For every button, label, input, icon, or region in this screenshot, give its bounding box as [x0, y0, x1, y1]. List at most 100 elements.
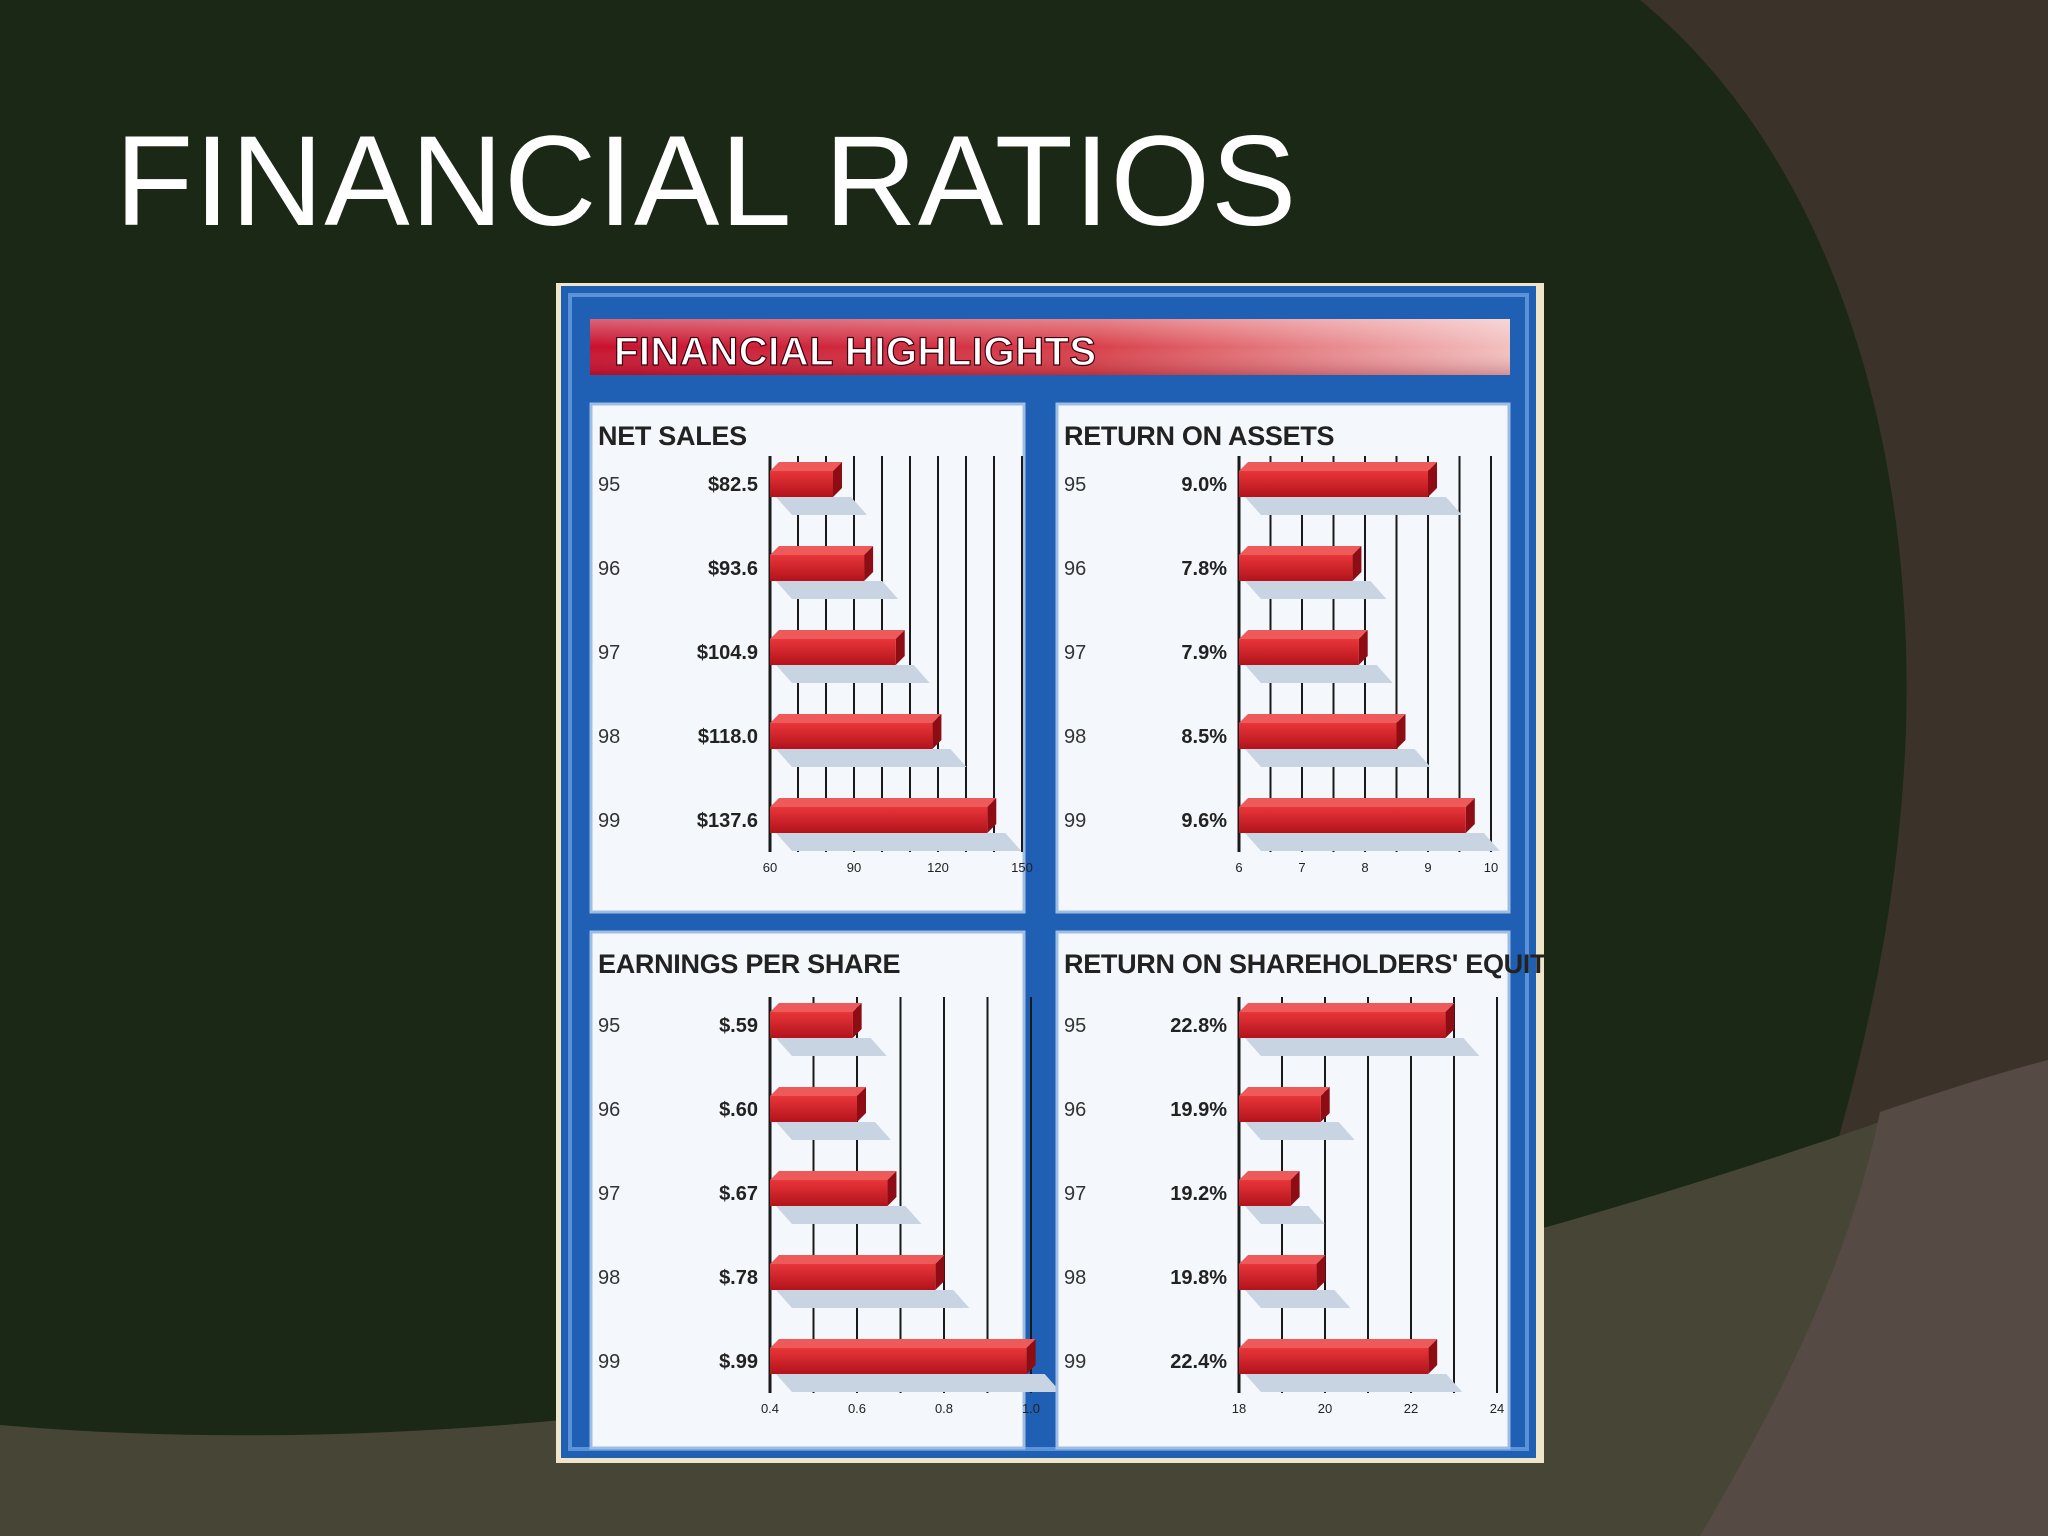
- net-sales-bar-end: [987, 798, 997, 833]
- return-on-assets-value-label: 7.8%: [1181, 558, 1227, 580]
- earnings-per-share-value-label: $.99: [719, 1351, 758, 1373]
- return-on-assets-value-label: 8.5%: [1181, 726, 1227, 748]
- return-on-assets-year-label: 96: [1064, 558, 1086, 580]
- earnings-per-share-bar-end: [887, 1171, 897, 1206]
- net-sales-bar-shadow: [776, 581, 899, 599]
- earnings-per-share-bar-end: [1026, 1339, 1036, 1374]
- earnings-per-share-panel-border: [589, 930, 1026, 1450]
- earnings-per-share-panel: EARNINGS PER SHARE 0.4 0.6 0.8 1.0 95 $.59 96 $.…: [589, 930, 1061, 1450]
- net-sales-bar-top: [770, 546, 874, 555]
- return-on-assets-bar-top: [1239, 546, 1362, 555]
- return-on-assets-bar-end: [1352, 546, 1362, 581]
- earnings-per-share-bar: [770, 1264, 936, 1290]
- return-on-assets-bar-top: [1239, 630, 1368, 639]
- net-sales-title: NET SALES: [598, 421, 747, 451]
- earnings-per-share-year-label: 98: [598, 1267, 620, 1289]
- return-on-assets-tick-label: 9: [1424, 860, 1431, 875]
- return-on-assets-bar-top: [1239, 798, 1475, 807]
- net-sales-tick-label: 120: [927, 860, 949, 875]
- net-sales-bar-shadow: [776, 833, 1022, 851]
- frame-highlight: [568, 293, 1529, 1451]
- background-swoosh-overlap: [1700, 1060, 2048, 1536]
- return-on-assets-tick-label: 7: [1298, 860, 1305, 875]
- return-on-assets-year-label: 99: [1064, 810, 1086, 832]
- earnings-per-share-bar-end: [935, 1255, 945, 1290]
- earnings-per-share-bar-shadow: [776, 1122, 891, 1140]
- return-on-shareholders-equity-bar: [1239, 1264, 1317, 1290]
- return-on-shareholders-equity-bar-top: [1239, 1339, 1438, 1348]
- return-on-shareholders-equity-year-label: 99: [1064, 1351, 1086, 1373]
- net-sales-bar: [770, 471, 833, 497]
- net-sales-bar-shadow: [776, 497, 867, 515]
- return-on-assets-bar-end: [1358, 630, 1368, 665]
- earnings-per-share-title: EARNINGS PER SHARE: [598, 949, 900, 979]
- return-on-assets-bar-top: [1239, 462, 1437, 471]
- return-on-shareholders-equity-value-label: 19.9%: [1170, 1099, 1227, 1121]
- earnings-per-share-year-label: 96: [598, 1099, 620, 1121]
- net-sales-bar-top: [770, 630, 905, 639]
- net-sales-bar-shadow: [776, 665, 930, 683]
- earnings-per-share-bar-top: [770, 1087, 866, 1096]
- earnings-per-share-tick-label: 0.6: [848, 1401, 866, 1416]
- return-on-shareholders-equity-value-label: 19.2%: [1170, 1183, 1227, 1205]
- return-on-shareholders-equity-year-label: 95: [1064, 1015, 1086, 1037]
- return-on-assets-year-label: 95: [1064, 474, 1086, 496]
- return-on-shareholders-equity-bar-end: [1290, 1171, 1300, 1206]
- earnings-per-share-bar-shadow: [776, 1290, 970, 1308]
- return-on-shareholders-equity-value-label: 19.8%: [1170, 1267, 1227, 1289]
- return-on-assets-value-label: 7.9%: [1181, 642, 1227, 664]
- return-on-assets-bar-shadow: [1245, 749, 1431, 767]
- earnings-per-share-tick-label: 1.0: [1022, 1401, 1040, 1416]
- return-on-shareholders-equity-bar-end: [1428, 1339, 1438, 1374]
- net-sales-year-label: 97: [598, 642, 620, 664]
- earnings-per-share-value-label: $.59: [719, 1015, 758, 1037]
- return-on-shareholders-equity-panel: RETURN ON SHAREHOLDERS' EQUITY 18 20 22 24 95…: [1055, 930, 1544, 1450]
- earnings-per-share-year-label: 97: [598, 1183, 620, 1205]
- earnings-per-share-bar-end: [857, 1087, 866, 1122]
- net-sales-bar-end: [833, 462, 842, 497]
- earnings-per-share-value-label: $.67: [719, 1183, 758, 1205]
- net-sales-value-label: $82.5: [708, 474, 758, 496]
- net-sales-bar-top: [770, 798, 997, 807]
- return-on-assets-panel: RETURN ON ASSETS 6 7 8 9 10 95 9.0% 96 7.8% 97 7.9%…: [1055, 402, 1511, 914]
- return-on-assets-tick-label: 10: [1484, 860, 1498, 875]
- return-on-shareholders-equity-bar: [1239, 1012, 1446, 1038]
- net-sales-tick-label: 60: [763, 860, 777, 875]
- return-on-shareholders-equity-bar-shadow: [1245, 1038, 1480, 1056]
- net-sales-year-label: 96: [598, 558, 620, 580]
- net-sales-bar: [770, 555, 865, 581]
- return-on-assets-panel-border: [1055, 402, 1511, 914]
- net-sales-value-label: $137.6: [697, 810, 758, 832]
- earnings-per-share-bar: [770, 1096, 857, 1122]
- earnings-per-share-bar-shadow: [776, 1038, 887, 1056]
- return-on-shareholders-equity-tick-label: 18: [1232, 1401, 1246, 1416]
- return-on-shareholders-equity-bar-end: [1316, 1255, 1326, 1290]
- earnings-per-share-bar-top: [770, 1339, 1036, 1348]
- return-on-assets-value-label: 9.6%: [1181, 810, 1227, 832]
- return-on-assets-bar-shadow: [1245, 497, 1462, 515]
- net-sales-tick-label: 90: [847, 860, 861, 875]
- return-on-shareholders-equity-bar-shadow: [1245, 1122, 1355, 1140]
- earnings-per-share-bar-top: [770, 1255, 945, 1264]
- financial-highlights-chart: FINANCIAL HIGHLIGHTS NET SALES 60 90 120 150…: [561, 286, 1544, 1458]
- net-sales-bar-end: [895, 630, 905, 665]
- return-on-shareholders-equity-bar-shadow: [1245, 1290, 1351, 1308]
- return-on-shareholders-equity-bar-top: [1239, 1255, 1326, 1264]
- net-sales-tick-label: 150: [1011, 860, 1033, 875]
- net-sales-panel-border: [589, 402, 1026, 914]
- return-on-shareholders-equity-year-label: 96: [1064, 1099, 1086, 1121]
- return-on-shareholders-equity-bar-end: [1320, 1087, 1330, 1122]
- net-sales-year-label: 99: [598, 810, 620, 832]
- earnings-per-share-year-label: 99: [598, 1351, 620, 1373]
- earnings-per-share-bar-top: [770, 1003, 862, 1012]
- earnings-per-share-tick-label: 0.4: [761, 1401, 779, 1416]
- net-sales-value-label: $93.6: [708, 558, 758, 580]
- return-on-assets-tick-label: 8: [1361, 860, 1368, 875]
- return-on-assets-year-label: 98: [1064, 726, 1086, 748]
- return-on-assets-bar-shadow: [1245, 581, 1387, 599]
- net-sales-value-label: $104.9: [697, 642, 758, 664]
- return-on-assets-bar: [1239, 639, 1359, 665]
- return-on-assets-year-label: 97: [1064, 642, 1086, 664]
- earnings-per-share-value-label: $.78: [719, 1267, 758, 1289]
